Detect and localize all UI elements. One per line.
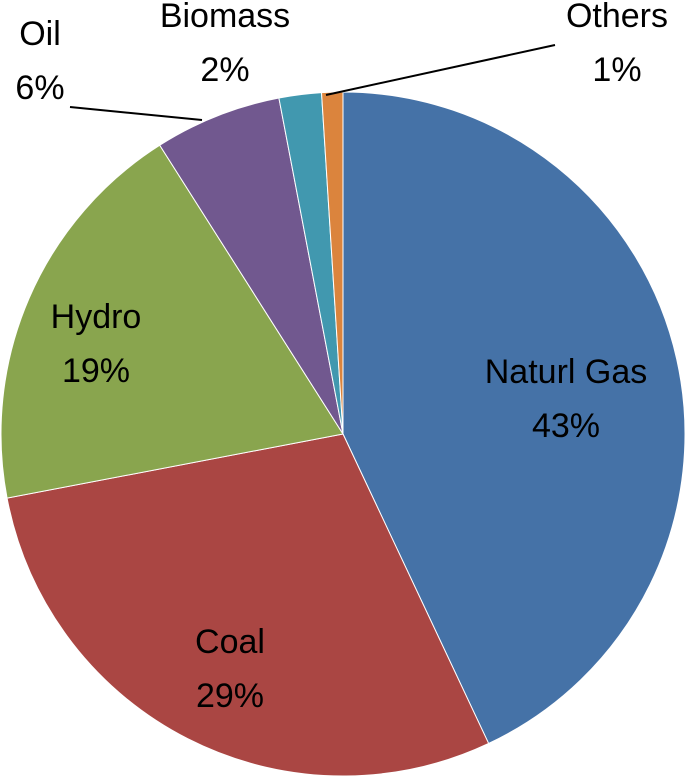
slice-label-others: Others (566, 0, 668, 35)
slice-percent-hydro: 19% (62, 352, 130, 390)
slice-label-oil: Oil (19, 15, 61, 53)
pie-slice-naturl-gas (342, 91, 685, 745)
slice-percent-biomass: 2% (200, 51, 249, 89)
pie-slice-coal (6, 433, 490, 776)
slice-percent-others: 1% (592, 51, 641, 89)
pie-slice-hydro (0, 144, 344, 499)
pie-slice-oil (159, 97, 344, 435)
slice-percent-naturl-gas: 43% (532, 407, 600, 445)
slice-percent-oil: 6% (15, 69, 64, 107)
slice-label-naturl-gas: Naturl Gas (485, 353, 648, 391)
slice-label-coal: Coal (195, 623, 265, 661)
leader-line-oil (69, 106, 203, 121)
leader-line-others (325, 44, 556, 96)
pie-slices (0, 91, 685, 776)
slice-label-biomass: Biomass (160, 0, 290, 35)
slice-labels: Naturl Gas 43% Coal 29% Hydro 19% Oil 6% Biomass… (15, 0, 668, 715)
leader-lines (69, 44, 556, 121)
slice-percent-coal: 29% (196, 677, 264, 715)
slice-label-hydro: Hydro (51, 298, 142, 336)
